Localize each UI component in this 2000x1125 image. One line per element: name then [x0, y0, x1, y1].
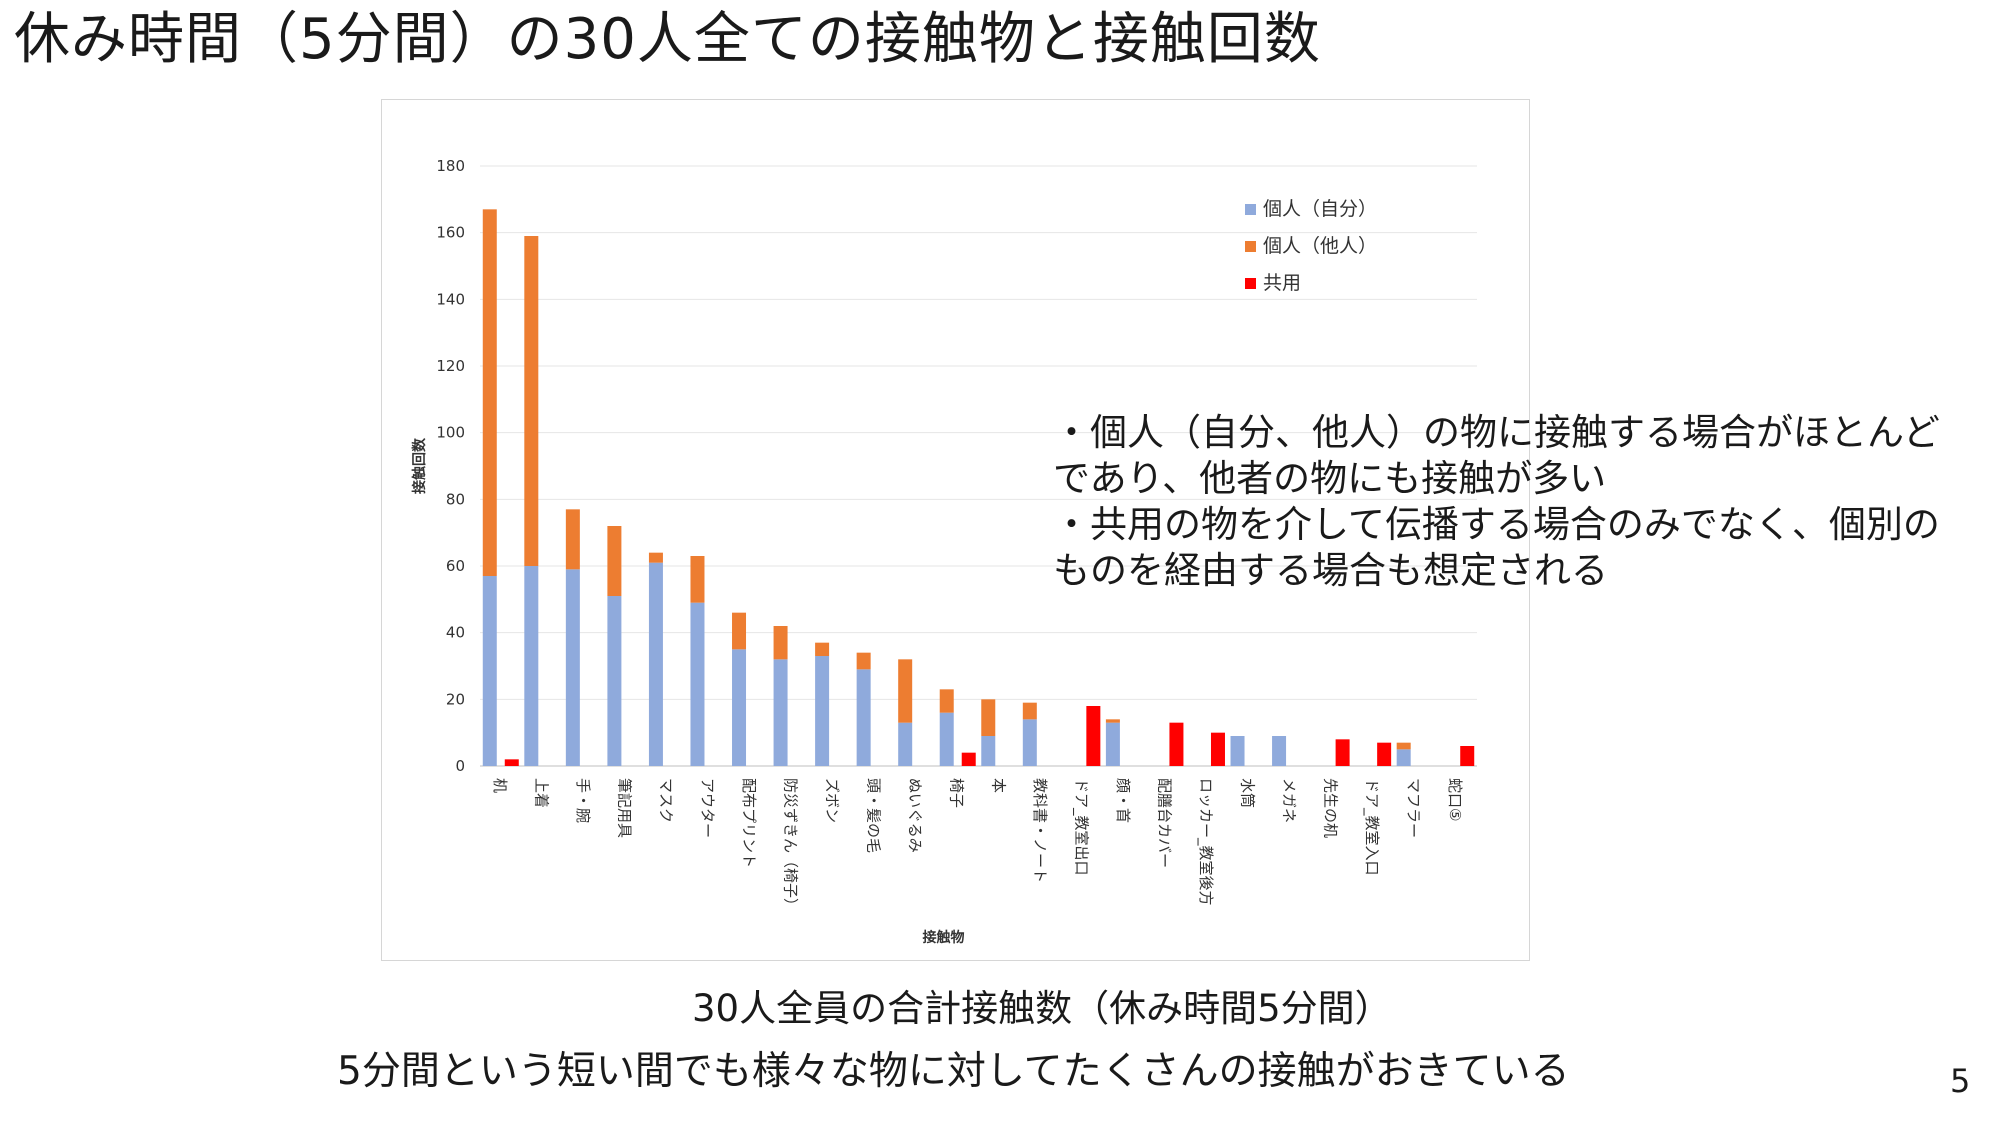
bar-other [939, 689, 954, 713]
bar-own [1272, 736, 1287, 766]
bar-other [773, 626, 788, 660]
x-tick-label: 机 [491, 778, 509, 793]
annotation-line-1: ・個人（自分、他人）の物に接触する場合がほとんど [1053, 411, 1940, 454]
y-tick-label: 0 [455, 757, 465, 775]
x-tick-label: アウター [698, 778, 716, 838]
bar-other [524, 236, 539, 566]
bar-other [607, 526, 622, 596]
legend-swatch [1245, 204, 1256, 215]
bar-own [856, 669, 871, 766]
annotation-line-2: であり、他者の物にも接触が多い [1053, 457, 1607, 500]
slide-title: 休み時間（5分間）の30人全ての接触物と接触回数 [14, 7, 1321, 72]
x-tick-label: ぬいぐるみ [906, 778, 924, 853]
bar-other [856, 652, 871, 670]
x-tick-label: マフラー [1405, 778, 1423, 838]
bar-own [898, 722, 913, 766]
legend-swatch [1245, 241, 1256, 252]
bar-other [1105, 719, 1120, 723]
bar-shared [1460, 746, 1475, 766]
x-tick-label: 蛇口⑤ [1446, 778, 1464, 821]
chart-annotation: ・個人（自分、他人）の物に接触する場合がほとんど であり、他者の物にも接触が多い… [1053, 410, 1940, 594]
y-tick-label: 100 [436, 424, 465, 442]
annotation-line-4: ものを経由する場合も想定される [1053, 549, 1608, 592]
annotation-line-3: ・共用の物を介して伝播する場合のみでなく、個別の [1053, 503, 1940, 546]
bar-shared [1210, 732, 1225, 766]
legend-label: 共用 [1263, 272, 1301, 294]
bar-other [815, 642, 830, 656]
y-tick-label: 60 [446, 557, 465, 575]
bar-own [773, 659, 788, 766]
x-tick-label: 教科書・ノート [1031, 778, 1049, 883]
bar-shared [1086, 706, 1101, 766]
y-tick-label: 140 [436, 290, 465, 308]
bar-own [690, 602, 705, 766]
y-tick-label: 180 [436, 157, 465, 175]
y-axis-title: 接触回数 [411, 437, 428, 494]
bar-own [815, 656, 830, 766]
bar-own [1105, 722, 1120, 766]
x-tick-label: 配布プリント [740, 778, 758, 868]
legend-label: 個人（他人） [1263, 235, 1377, 257]
y-tick-label: 120 [436, 357, 465, 375]
bar-other [898, 659, 913, 723]
x-axis-title: 接触物 [923, 929, 965, 946]
bar-own [939, 712, 954, 766]
x-tick-label: 防災ずきん（椅子） [782, 778, 800, 913]
bar-own [648, 562, 663, 766]
x-tick-label: メガネ [1280, 778, 1298, 823]
bar-own [1022, 719, 1037, 766]
x-tick-label: 顔・首 [1114, 778, 1132, 823]
bar-shared [1169, 722, 1184, 766]
bar-other [981, 699, 996, 736]
x-tick-label: 水筒 [1239, 778, 1257, 808]
x-tick-label: 配膳台カバー [1155, 778, 1173, 868]
bar-own [482, 576, 497, 766]
x-tick-label: ズボン [823, 778, 841, 823]
bar-own [732, 649, 747, 766]
x-tick-label: ドア_教室出口 [1071, 778, 1090, 876]
bar-other [648, 552, 663, 563]
y-tick-label: 20 [446, 690, 465, 708]
bar-own [981, 736, 996, 766]
page-number: 5 [1950, 1062, 1971, 1100]
bar-other [1022, 702, 1037, 720]
slide-subcaption: 5分間という短い間でも様々な物に対してたくさんの接触がおきている [337, 1049, 1570, 1094]
x-tick-label: 先生の机 [1322, 778, 1340, 838]
y-tick-label: 80 [446, 490, 465, 508]
x-tick-label: ドア_教室入口 [1362, 778, 1381, 876]
x-tick-label: 頭・髪の毛 [865, 778, 883, 853]
chart-caption: 30人全員の合計接触数（休み時間5分間） [692, 987, 1392, 1030]
bar-own [1230, 736, 1245, 766]
bar-other [565, 509, 580, 570]
x-tick-label: 上着 [532, 778, 550, 808]
legend-swatch [1245, 278, 1256, 289]
bar-own [1396, 749, 1411, 766]
bar-other [690, 556, 705, 603]
x-tick-label: 椅子 [948, 778, 966, 808]
x-tick-label: 筆記用具 [615, 778, 633, 838]
bar-shared [504, 759, 519, 766]
y-tick-label: 160 [436, 224, 465, 242]
bar-other [732, 612, 747, 650]
x-tick-label: 手・腕 [574, 778, 592, 823]
legend-label: 個人（自分） [1263, 198, 1377, 220]
y-tick-label: 40 [446, 624, 465, 642]
bar-shared [1377, 742, 1392, 766]
bar-own [607, 596, 622, 766]
chart-frame: 0 20 40 60 80 100 120 140 160 180 接触回数机 上着 手・腕 筆記用具 マス… [381, 99, 1530, 961]
x-tick-label: マスク [657, 778, 675, 823]
bar-own [524, 566, 539, 766]
x-tick-label: 本 [989, 778, 1007, 793]
bar-shared [1335, 739, 1350, 766]
x-tick-label: ロッカー_教室後方 [1196, 778, 1215, 906]
bar-other [1396, 742, 1411, 750]
bar-other [482, 209, 497, 576]
bar-own [565, 569, 580, 766]
bar-shared [961, 752, 976, 766]
